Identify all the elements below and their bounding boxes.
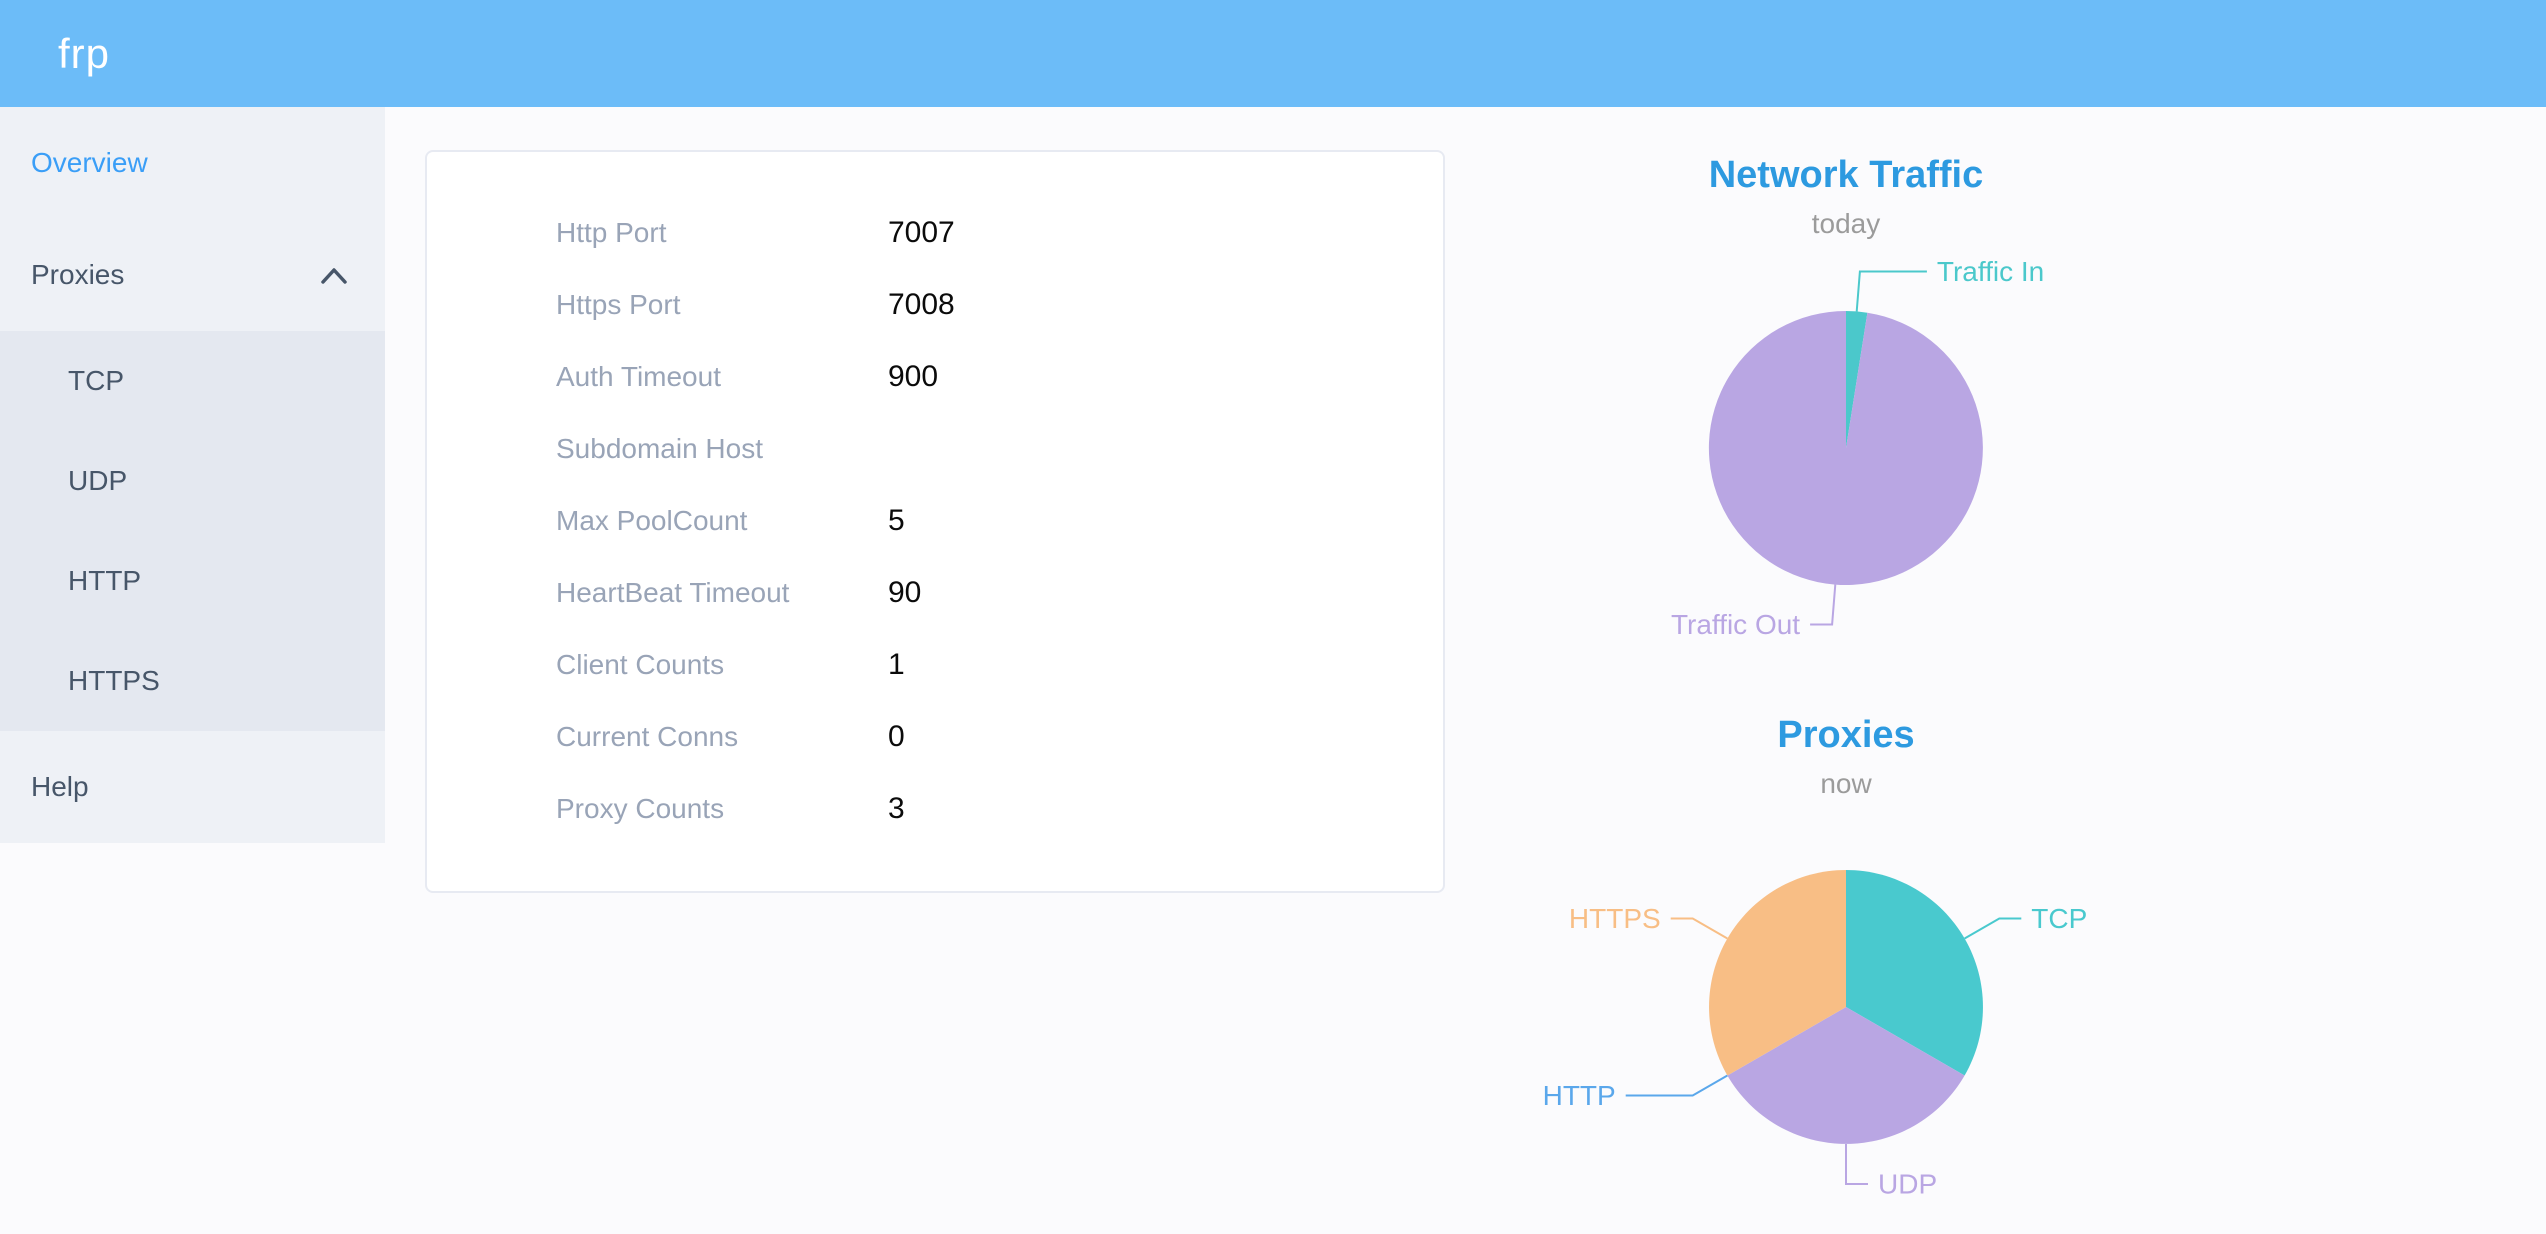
info-value: 5	[888, 504, 905, 537]
info-row: Current Conns 0	[427, 701, 1443, 773]
pie-label-line	[1810, 584, 1837, 626]
info-value: 1	[888, 648, 905, 681]
sidebar-submenu: TCP UDP HTTP HTTPS	[0, 331, 385, 731]
pie-slice-traffic-in[interactable]	[1846, 311, 1868, 448]
chart-subtitle: now	[1820, 768, 1872, 799]
sidebar-item-tcp[interactable]: TCP	[0, 331, 385, 431]
pie-label-http: HTTP	[1543, 1080, 1616, 1111]
info-value: 7008	[888, 288, 955, 321]
info-label: HeartBeat Timeout	[556, 577, 790, 608]
proxies-pie: TCP UDP HTTP HTTPS	[1543, 870, 2087, 1200]
pie-label-line	[1625, 1074, 1728, 1097]
info-label: Client Counts	[556, 649, 725, 680]
server-info-card: Http Port 7007 Https Port 7008 Auth Time…	[425, 150, 1445, 893]
sidebar-item-label: UDP	[68, 465, 128, 496]
sidebar-item-help[interactable]: Help	[0, 731, 385, 843]
sidebar-item-label: TCP	[68, 365, 124, 396]
info-label: Auth Timeout	[556, 361, 721, 392]
sidebar-item-label: Proxies	[31, 259, 125, 290]
info-value: 0	[888, 720, 905, 753]
pie-slice-traffic-out[interactable]	[1708, 310, 1983, 585]
sidebar-item-udp[interactable]: UDP	[0, 431, 385, 531]
pie-slice-https[interactable]	[1709, 870, 1846, 1076]
sidebar: Overview Proxies TCP UDP HTTP HTTPS Help	[0, 107, 385, 843]
info-label: Subdomain Host	[556, 433, 764, 464]
info-row: Http Port 7007	[427, 197, 1443, 269]
pie-label-udp: UDP	[1878, 1169, 1937, 1200]
sidebar-item-label: HTTP	[68, 565, 142, 596]
chart-title: Network Traffic	[1708, 154, 1984, 196]
pie-label-line	[1964, 917, 2022, 940]
info-row: Max PoolCount 5	[427, 485, 1443, 557]
sidebar-item-overview[interactable]: Overview	[0, 107, 385, 219]
frp-logo: frp	[58, 30, 111, 77]
info-label: Current Conns	[556, 721, 739, 752]
pie-label-tcp: TCP	[2031, 903, 2087, 934]
pie-label-traffic-out: Traffic Out	[1671, 609, 1800, 640]
pie-slice-udp[interactable]	[1727, 1007, 1965, 1144]
sidebar-item-http[interactable]: HTTP	[0, 531, 385, 631]
pie-label-line	[1845, 1144, 1868, 1185]
network-traffic-chart: Network Traffic today Traffic In Traffic …	[1546, 140, 2146, 670]
pie-label-traffic-in: Traffic In	[1937, 256, 2044, 287]
info-label: Https Port	[556, 289, 681, 320]
sidebar-item-https[interactable]: HTTPS	[0, 631, 385, 731]
info-label: Proxy Counts	[556, 793, 725, 824]
info-value: 7007	[888, 216, 955, 249]
sidebar-item-label: HTTPS	[68, 665, 160, 696]
chevron-up-icon	[321, 268, 347, 284]
pie-label-line	[1670, 917, 1728, 940]
chart-subtitle: today	[1811, 208, 1881, 239]
info-row: Https Port 7008	[427, 269, 1443, 341]
info-label: Http Port	[556, 217, 667, 248]
info-value: 3	[888, 792, 905, 825]
info-row: HeartBeat Timeout 90	[427, 557, 1443, 629]
app-header: frp	[0, 0, 2546, 107]
info-label: Max PoolCount	[556, 505, 748, 536]
chart-title: Proxies	[1777, 714, 1915, 756]
info-value: 90	[888, 576, 922, 609]
network-traffic-pie: Traffic In Traffic Out	[1671, 256, 2044, 640]
pie-label-line	[1855, 270, 1927, 312]
sidebar-item-label: Help	[31, 771, 89, 802]
pie-label-https: HTTPS	[1569, 903, 1661, 934]
info-row: Proxy Counts 3	[427, 773, 1443, 845]
proxies-chart: Proxies now TCP UDP HTTP HTTPS	[1543, 700, 2146, 1234]
sidebar-item-proxies[interactable]: Proxies	[0, 219, 385, 331]
pie-slice-tcp[interactable]	[1846, 870, 1983, 1076]
info-row: Client Counts 1	[427, 629, 1443, 701]
sidebar-item-label: Overview	[31, 147, 148, 178]
info-row: Auth Timeout 900	[427, 341, 1443, 413]
info-row: Subdomain Host	[427, 413, 1443, 485]
info-value: 900	[888, 360, 939, 393]
